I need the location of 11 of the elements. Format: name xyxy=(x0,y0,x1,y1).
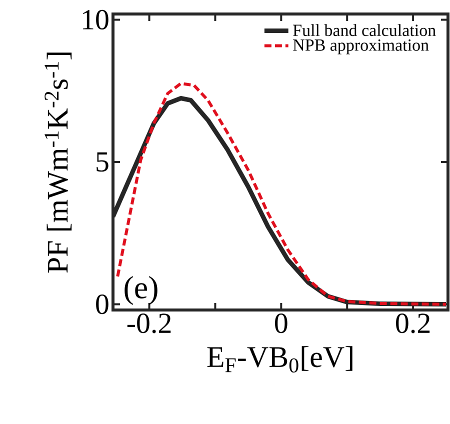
x-tick-label: -0.2 xyxy=(127,314,171,334)
legend-label: NPB approximation xyxy=(293,39,429,54)
y-tick-label: 5 xyxy=(96,152,108,172)
y-tick-label: 10 xyxy=(83,10,108,30)
x-tick-label: 0 xyxy=(275,314,288,334)
x-tick-label: 0.2 xyxy=(396,314,430,334)
legend-label: Full band calculation xyxy=(293,24,436,36)
y-axis-title: PF [mWm$^{-1}$K$^{-2}$s$^{-1}$] xyxy=(44,52,72,273)
y-tick-label: 0 xyxy=(96,294,108,314)
x-axis-title: E$_{F}$-VB$_{0}$[eV] xyxy=(207,346,352,373)
annotation: (e) xyxy=(124,276,158,305)
